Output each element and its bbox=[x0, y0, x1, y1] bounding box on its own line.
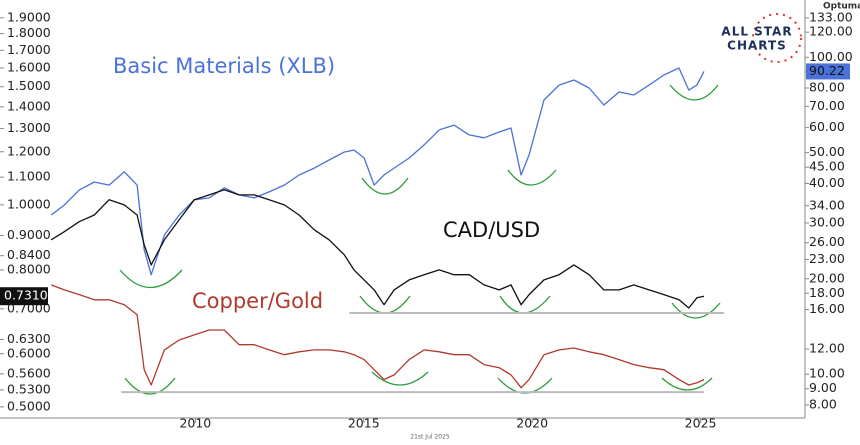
last-value-label: 90.22 bbox=[809, 63, 845, 78]
y2-tick-label: 8.00 bbox=[809, 396, 837, 411]
y-tick-label: 1.5000 bbox=[7, 78, 51, 93]
arc bbox=[124, 377, 176, 395]
y2-tick-label: 45.00 bbox=[809, 159, 845, 174]
y-tick-label: 1.3000 bbox=[7, 120, 51, 135]
y-tick-label: 0.5600 bbox=[7, 365, 51, 380]
y2-tick-label: 10.00 bbox=[809, 366, 845, 381]
y-tick-label: 1.6000 bbox=[7, 59, 51, 74]
y2-tick-label: 26.00 bbox=[809, 234, 845, 249]
y-tick-label: 1.2000 bbox=[7, 143, 51, 158]
y2-tick-label: 60.00 bbox=[809, 119, 845, 134]
series-line bbox=[50, 189, 705, 309]
y2-tick-label: 120.00 bbox=[809, 24, 853, 39]
y2-tick-label: 16.00 bbox=[809, 301, 845, 316]
y-tick-label: 0.5000 bbox=[7, 398, 51, 413]
y2-tick-label: 20.00 bbox=[809, 270, 845, 285]
series-label: Copper/Gold bbox=[192, 289, 323, 313]
y2-tick-label: 133.00 bbox=[809, 10, 853, 25]
series-line bbox=[50, 284, 705, 389]
series-label: Basic Materials (XLB) bbox=[113, 54, 335, 78]
y2-tick-label: 30.00 bbox=[809, 214, 845, 229]
last-value-label: 0.7310 bbox=[4, 288, 48, 303]
y-tick-label: 0.8000 bbox=[7, 261, 51, 276]
x-tick-label: 2015 bbox=[348, 416, 380, 431]
series-line bbox=[50, 67, 705, 276]
y-tick-label: 1.4000 bbox=[7, 98, 51, 113]
y-tick-label: 0.6300 bbox=[7, 331, 51, 346]
date-label: 21st Jul 2025 bbox=[410, 434, 450, 441]
logo: ALL STAR CHARTS bbox=[721, 13, 802, 63]
series-label: CAD/USD bbox=[443, 218, 540, 242]
y2-tick-label: 100.00 bbox=[809, 49, 853, 64]
y2-tick-label: 18.00 bbox=[809, 285, 845, 300]
arc bbox=[119, 269, 183, 289]
y2-tick-label: 34.00 bbox=[809, 197, 845, 212]
y-tick-label: 0.9000 bbox=[7, 227, 51, 242]
logo-text: ALL STAR bbox=[721, 25, 792, 39]
x-tick-label: 2020 bbox=[516, 416, 548, 431]
logo-text: CHARTS bbox=[727, 39, 787, 53]
y2-tick-label: 23.00 bbox=[809, 251, 845, 266]
y2-tick-label: 9.00 bbox=[809, 380, 837, 395]
y2-tick-label: 80.00 bbox=[809, 79, 845, 94]
arc bbox=[671, 302, 721, 319]
y2-tick-label: 12.00 bbox=[809, 341, 845, 356]
arc bbox=[669, 84, 719, 101]
source: Optuma bbox=[823, 2, 860, 12]
y-tick-label: 0.5300 bbox=[7, 381, 51, 396]
last-value-box bbox=[0, 287, 48, 306]
annotation-arcs bbox=[119, 84, 721, 395]
y2-tick-label: 70.00 bbox=[809, 98, 845, 113]
arc bbox=[507, 169, 557, 186]
y-tick-label: 0.8400 bbox=[7, 247, 51, 262]
y-tick-label: 1.0000 bbox=[7, 196, 51, 211]
y2-tick-label: 40.00 bbox=[809, 175, 845, 190]
y-tick-label: 1.9000 bbox=[7, 9, 51, 24]
y-tick-label: 1.7000 bbox=[7, 42, 51, 57]
y-tick-label: 1.1000 bbox=[7, 169, 51, 184]
arc bbox=[361, 177, 409, 195]
last-value-box bbox=[806, 63, 850, 80]
y-tick-label: 0.6000 bbox=[7, 345, 51, 360]
y2-tick-label: 50.00 bbox=[809, 144, 845, 159]
arc bbox=[371, 371, 429, 386]
logo-stars bbox=[752, 13, 802, 63]
y-tick-label: 1.8000 bbox=[7, 25, 51, 40]
x-tick-label: 2025 bbox=[685, 416, 717, 431]
arc bbox=[661, 377, 713, 391]
x-tick-label: 2010 bbox=[179, 416, 211, 431]
